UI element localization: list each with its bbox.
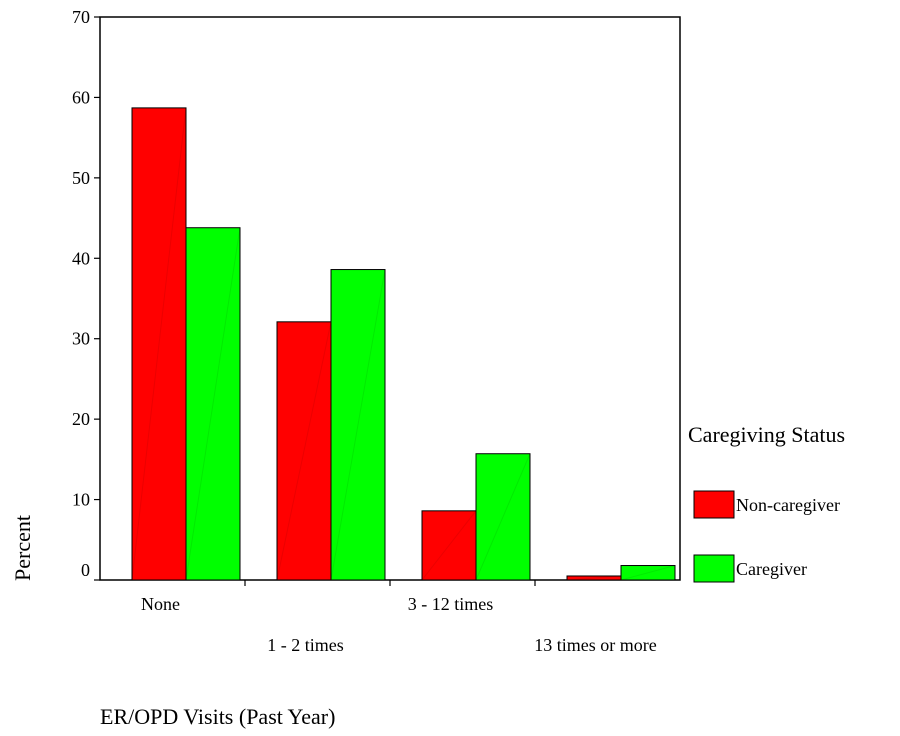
bar-non-caregiver <box>421 510 477 581</box>
legend-label: Non-caregiver <box>736 495 840 515</box>
x-axis-title: ER/OPD Visits (Past Year) <box>100 704 335 729</box>
legend-item: Non-caregiver <box>693 490 840 519</box>
x-category-label: 1 - 2 times <box>267 635 344 655</box>
bars <box>131 107 676 581</box>
bar-non-caregiver <box>276 321 332 581</box>
legend-swatch <box>693 490 735 519</box>
legend-item: Caregiver <box>693 554 807 583</box>
bar-caregiver <box>475 453 531 581</box>
bar-caregiver <box>620 565 676 581</box>
x-category-label: None <box>141 594 180 614</box>
y-tick-label: 20 <box>72 409 90 429</box>
legend-label: Caregiver <box>736 559 807 579</box>
y-tick-label: 0 <box>81 560 90 580</box>
bar-caregiver <box>330 269 386 581</box>
y-tick-label: 10 <box>72 490 90 510</box>
bar-non-caregiver <box>566 575 622 581</box>
bar-non-caregiver <box>131 107 187 581</box>
y-axis: 0 10 20 30 40 50 60 70 <box>72 7 100 581</box>
bar-caregiver <box>185 227 241 581</box>
legend-title: Caregiving Status <box>688 422 845 447</box>
y-tick-label: 40 <box>72 248 90 268</box>
y-tick-label: 50 <box>72 168 90 188</box>
y-axis-title: Percent <box>10 515 35 581</box>
x-category-label: 3 - 12 times <box>408 594 494 614</box>
y-tick-label: 30 <box>72 329 90 349</box>
y-tick-label: 70 <box>72 7 90 27</box>
legend: Caregiving Status Non-caregiver Caregiver <box>688 422 845 583</box>
x-category-label: 13 times or more <box>534 635 656 655</box>
legend-swatch <box>693 554 735 583</box>
x-axis: None 1 - 2 times 3 - 12 times 13 times or m… <box>141 580 657 655</box>
y-tick-label: 60 <box>72 87 90 107</box>
